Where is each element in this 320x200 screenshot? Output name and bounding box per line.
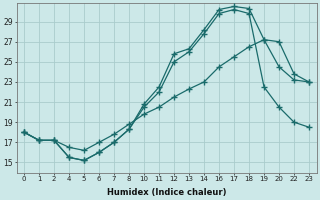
X-axis label: Humidex (Indice chaleur): Humidex (Indice chaleur) bbox=[107, 188, 226, 197]
